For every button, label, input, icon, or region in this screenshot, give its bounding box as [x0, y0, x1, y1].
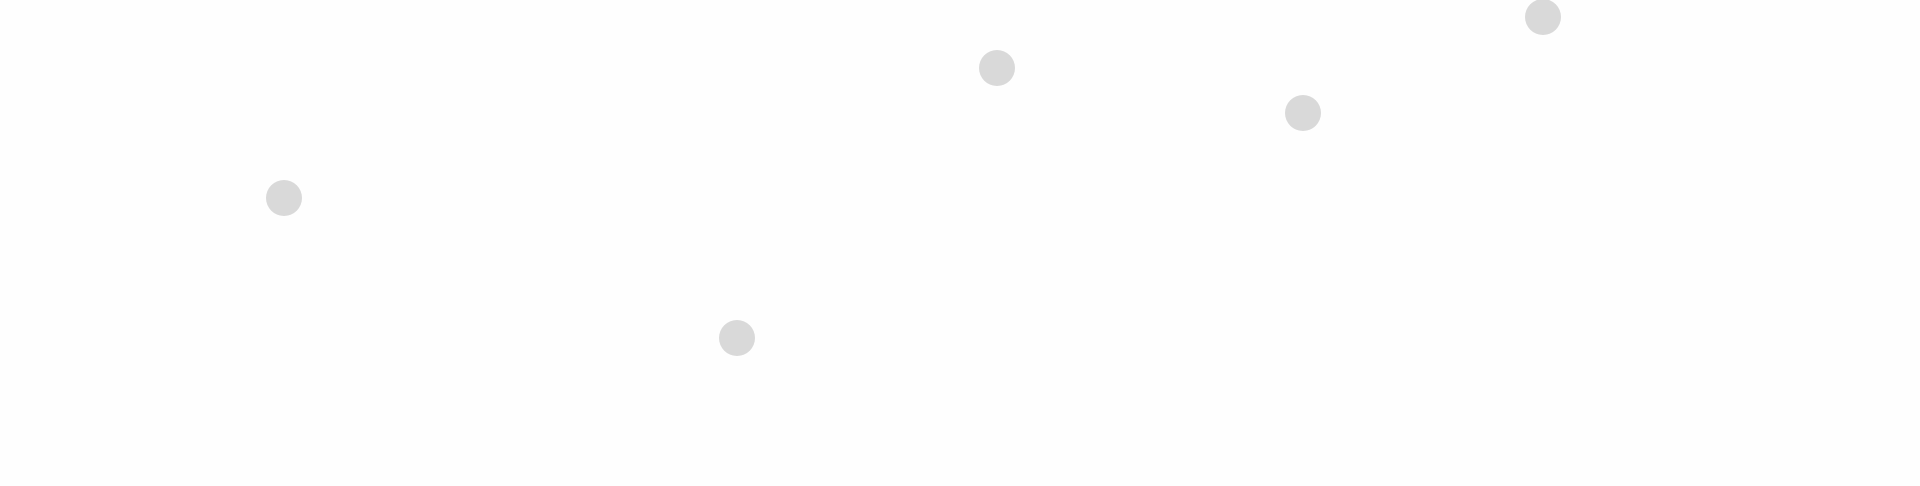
gray-dot: [1525, 0, 1561, 35]
gray-dot: [979, 50, 1015, 86]
gray-dot: [1285, 95, 1321, 131]
gray-dot: [719, 320, 755, 356]
gray-dot: [266, 180, 302, 216]
